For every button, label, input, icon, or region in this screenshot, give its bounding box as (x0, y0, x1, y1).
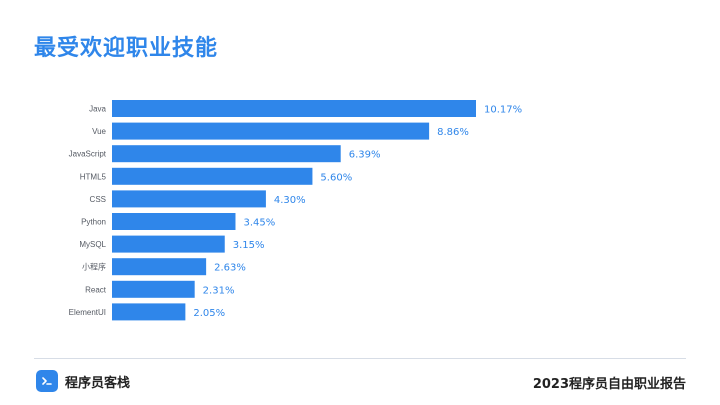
bar-chart-svg: Java 10.17% Vue 8.86% JavaScript 6.39% HTML5 5.… (69, 100, 522, 321)
category-label: 小程序 (82, 262, 106, 272)
report-title: 2023程序员自由职业报告 (532, 377, 686, 392)
category-label: ElementUI (69, 308, 106, 317)
category-label: HTML5 (80, 172, 107, 181)
value-label: 4.30% (274, 195, 306, 206)
category-label: MySQL (79, 240, 106, 249)
value-label: 6.39% (349, 150, 381, 161)
category-label: CSS (90, 195, 106, 204)
category-label: Vue (92, 127, 106, 136)
bar (112, 145, 341, 163)
terminal-prompt-icon (36, 370, 58, 392)
bar (112, 258, 207, 276)
bar (112, 213, 236, 230)
value-label: 5.60% (320, 172, 352, 183)
bar (112, 167, 313, 185)
category-label: Java (89, 105, 106, 114)
bar (112, 190, 266, 208)
category-label: Python (81, 218, 106, 227)
page-title: 最受欢迎职业技能 (34, 36, 219, 61)
category-label: JavaScript (69, 150, 107, 159)
bar (112, 303, 186, 321)
bar (112, 280, 195, 298)
value-label: 3.45% (243, 218, 275, 229)
brand: 程序员客栈 (36, 370, 130, 392)
brand-name: 程序员客栈 (65, 375, 131, 391)
skills-chart: Java 10.17% Vue 8.86% JavaScript 6.39% HTML5 5.… (0, 92, 720, 332)
bar (112, 100, 476, 117)
category-label: React (85, 285, 107, 294)
value-label: 3.15% (233, 240, 265, 251)
value-label: 8.86% (437, 127, 469, 138)
footer-divider (34, 358, 686, 359)
value-label: 10.17% (484, 105, 522, 116)
bar (112, 235, 225, 253)
bar (112, 122, 430, 140)
value-label: 2.31% (203, 285, 235, 296)
value-label: 2.05% (193, 308, 225, 319)
value-label: 2.63% (214, 263, 246, 274)
